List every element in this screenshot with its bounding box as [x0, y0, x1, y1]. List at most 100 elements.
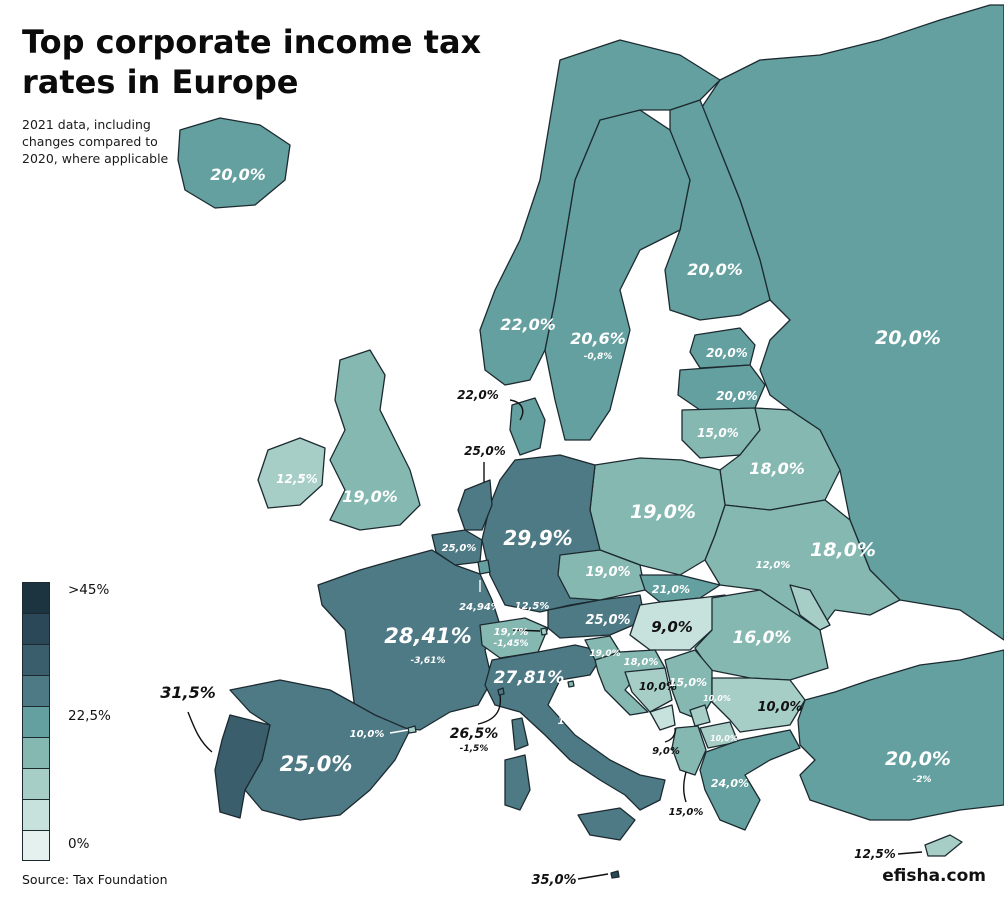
region-moldova[interactable]: [789, 584, 831, 631]
legend-swatch: [22, 768, 50, 799]
legend-swatch: [22, 830, 50, 861]
region-albania[interactable]: [671, 725, 707, 776]
region-cyprus[interactable]: [924, 834, 963, 857]
region-united-kingdom[interactable]: [329, 349, 421, 531]
arrow-montenegro: [664, 727, 676, 743]
color-legend: >45% 22,5% 0%: [22, 582, 111, 861]
arrow-monaco: [477, 694, 502, 725]
region-czechia[interactable]: [557, 549, 646, 601]
arrow-portugal: [187, 711, 213, 753]
source-note: Source: Tax Foundation: [22, 872, 168, 887]
label-iceland: 20,0%: [210, 165, 266, 184]
region-malta[interactable]: [610, 870, 620, 879]
region-netherlands[interactable]: [457, 479, 493, 531]
label-sweden-change: -0,8%: [584, 352, 613, 362]
label-netherlands: 25,0%: [464, 444, 506, 458]
legend-swatch: [22, 675, 50, 706]
label-norway: 22,0%: [500, 315, 556, 334]
region-portugal[interactable]: [214, 714, 271, 819]
arrow-cyprus: [897, 851, 923, 855]
label-kosovo: 10,0%: [703, 694, 731, 703]
label-estonia: 20,0%: [706, 346, 748, 360]
label-poland: 19,0%: [630, 501, 696, 523]
region-norway[interactable]: [479, 39, 721, 386]
region-ireland[interactable]: [257, 437, 326, 509]
label-monaco-change: -1,5%: [460, 744, 489, 754]
arrow-malta: [577, 873, 609, 880]
region-italy-sardinia[interactable]: [504, 754, 531, 811]
label-austria: 25,0%: [585, 613, 630, 628]
region-san-marino[interactable]: [567, 680, 575, 688]
label-croatia: 18,0%: [624, 657, 659, 668]
map-subtitle: 2021 data, including changes compared to…: [22, 117, 169, 166]
legend-swatch: [22, 737, 50, 768]
label-hungary: 9,0%: [651, 618, 693, 636]
label-latvia: 20,0%: [716, 389, 758, 403]
label-monaco: 26,5%: [450, 726, 499, 742]
label-russia: 20,0%: [875, 327, 941, 349]
legend-swatch: [22, 706, 50, 737]
label-france: 28,41%: [384, 624, 471, 648]
label-san-marino: 17,0%: [558, 716, 593, 727]
label-ireland: 12,5%: [276, 472, 318, 486]
arrow-andorra: [389, 729, 409, 734]
label-liechtenstein: 12,5%: [515, 601, 550, 612]
label-andorra: 10,0%: [350, 729, 385, 740]
label-turkey: 20,0%: [885, 748, 951, 770]
label-germany: 29,9%: [503, 526, 572, 550]
label-lithuania: 15,0%: [697, 426, 739, 440]
label-montenegro: 9,0%: [652, 746, 680, 757]
label-slovenia: 19,0%: [589, 649, 620, 659]
label-albania: 15,0%: [669, 807, 704, 818]
label-portugal: 31,5%: [160, 683, 216, 702]
region-greece[interactable]: [699, 729, 801, 831]
region-france-corsica[interactable]: [511, 717, 529, 751]
region-denmark[interactable]: [509, 397, 546, 456]
legend-swatches: [22, 582, 50, 861]
region-montenegro[interactable]: [649, 704, 676, 731]
legend-max-label: >45%: [68, 582, 110, 598]
region-liechtenstein[interactable]: [540, 627, 548, 636]
region-bulgaria[interactable]: [711, 677, 806, 733]
region-ukraine[interactable]: [704, 499, 901, 631]
label-bulgaria: 10,0%: [757, 700, 802, 715]
label-italy: 27,81%: [494, 668, 565, 688]
label-sweden: 20,6%: [570, 329, 626, 348]
region-luxembourg[interactable]: [477, 559, 491, 575]
label-france-change: -3,61%: [411, 656, 446, 666]
label-cyprus: 12,5%: [854, 847, 896, 861]
rate-labels: 20,0% 22,0% 20,6% -0,8% 20,0% 20,0% 20,0…: [160, 165, 951, 888]
leader-arrows: [187, 399, 923, 880]
label-serbia: 15,0%: [669, 676, 707, 689]
legend-mid-label: 22,5%: [68, 708, 111, 724]
legend-swatch: [22, 613, 50, 644]
region-andorra[interactable]: [407, 725, 417, 734]
label-belarus: 18,0%: [749, 459, 805, 478]
label-ukraine: 18,0%: [810, 539, 876, 561]
label-belgium: 25,0%: [442, 543, 477, 554]
label-united-kingdom: 19,0%: [342, 487, 398, 506]
label-greece: 24,0%: [711, 777, 749, 790]
region-latvia[interactable]: [677, 364, 766, 411]
label-romania: 16,0%: [733, 628, 792, 648]
label-denmark: 22,0%: [457, 388, 499, 402]
label-finland: 20,0%: [687, 260, 743, 279]
label-czechia: 19,0%: [585, 565, 630, 580]
region-italy-sicily[interactable]: [577, 807, 636, 841]
region-bosnia[interactable]: [624, 667, 673, 713]
label-bosnia: 10,0%: [639, 680, 677, 693]
label-slovakia: 21,0%: [652, 583, 690, 596]
region-monaco[interactable]: [497, 687, 505, 696]
legend-swatch: [22, 582, 50, 613]
region-kosovo[interactable]: [689, 704, 711, 727]
label-north-macedonia: 10,0%: [710, 734, 738, 743]
arrow-denmark: [509, 399, 524, 421]
arrow-albania: [683, 771, 687, 803]
region-iceland[interactable]: [177, 117, 291, 209]
arrow-liechtenstein: [512, 629, 541, 632]
region-turkey[interactable]: [797, 649, 1004, 821]
label-moldova: 12,0%: [756, 560, 791, 571]
label-switzerland-change: -1,45%: [494, 639, 529, 649]
label-switzerland: 19,7%: [494, 627, 529, 638]
